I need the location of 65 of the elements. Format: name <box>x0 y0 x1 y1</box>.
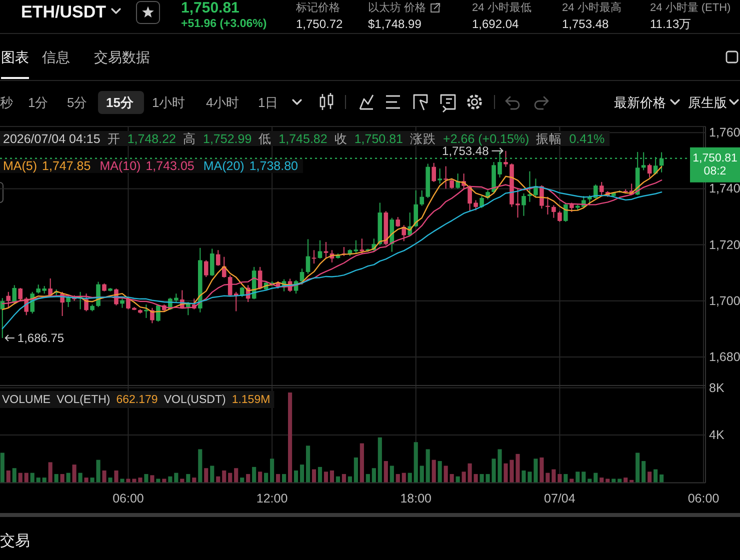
text: 交易 <box>0 532 30 550</box>
annotation: +2.66 (+0.15%) <box>443 132 530 146</box>
y-tick-label: 1,680 <box>709 350 740 364</box>
text: 24 小时量 (ETH) <box>650 1 731 14</box>
annotation: 收 <box>334 132 348 146</box>
text: 以太坊 价格 <box>368 1 426 14</box>
annotation: 1,753.48 <box>442 144 490 158</box>
text: 4小时 <box>206 95 240 110</box>
text: 标记价格 <box>295 2 340 14</box>
extreme-price-marker: 1,686.75 <box>4 331 64 346</box>
y-tick-label: 4K <box>709 428 725 442</box>
text: 1,750.72 <box>296 17 344 31</box>
y-tick-label: 8K <box>709 380 725 395</box>
y-tick-label: 1,740 <box>709 182 740 196</box>
annotation: 1,743.05 <box>146 159 194 173</box>
text: 原生版 <box>688 95 727 110</box>
x-tick-label: 06:00 <box>688 491 720 506</box>
text: 11.13万 <box>650 17 692 31</box>
annotation: 08:2 <box>704 165 726 178</box>
annotation: 低 <box>258 132 272 146</box>
x-tick-label: 06:00 <box>112 491 144 506</box>
ref-line-label: 1,750.81 <box>692 152 738 164</box>
x-tick-label: 12:00 <box>256 491 288 506</box>
extreme-price-marker: 1,753.48 <box>442 144 504 158</box>
annotation: 1,745.82 <box>278 132 328 146</box>
annotation: 1,686.75 <box>17 331 64 346</box>
annotation: 1.159M <box>232 394 270 406</box>
annotation: 涨跌 <box>410 132 436 146</box>
text: 1,692.04 <box>472 17 520 31</box>
y-tick-label: 1,700 <box>709 294 740 308</box>
text: 1日 <box>258 95 278 110</box>
text: $1,748.99 <box>368 17 422 31</box>
x-tick-label: 07/04 <box>544 491 576 506</box>
legend: MA(5) 1,747.85 MA(10) 1,743.05 MA(20) 1,738.80 <box>0 159 304 173</box>
y-tick-label: 1,760 <box>709 126 740 140</box>
annotation: 2026/07/04 04:15 <box>3 132 100 146</box>
text: 交易数据 <box>94 49 150 65</box>
text: 5分 <box>67 95 88 110</box>
text: 24 小时最高 <box>562 1 622 14</box>
text: 秒 <box>0 95 13 110</box>
chart-title: ETH/USDT <box>21 2 107 22</box>
text: 最新价格 <box>614 95 666 110</box>
annotation: 1,738.80 <box>249 159 298 173</box>
text: 信息 <box>42 49 70 65</box>
text: 1,750.81 <box>181 0 240 16</box>
annotation: 开 <box>107 132 120 146</box>
annotation: 0.41% <box>569 132 605 146</box>
annotation: 1,748.22 <box>127 132 176 146</box>
y-tick-label: 1,720 <box>709 238 740 252</box>
text: 1分 <box>28 95 48 110</box>
text: 1小时 <box>152 95 186 110</box>
annotation: 振幅 <box>536 132 562 146</box>
text: 15分 <box>106 95 134 110</box>
annotation: 662.179 <box>116 394 158 406</box>
annotation: 1,747.85 <box>42 159 91 173</box>
annotation: 1,750.81 <box>354 132 404 146</box>
annotation: 高 <box>183 131 196 146</box>
text: 24 小时最低 <box>472 1 532 14</box>
text: 图表 <box>1 49 29 65</box>
volume-legend: VOLUME VOL(ETH) 662.179 VOL(USDT) 1.159M <box>0 391 274 408</box>
text: +51.96 (+3.06%) <box>181 18 267 30</box>
text: 1,753.48 <box>562 17 610 31</box>
annotation: VOL(USDT) <box>164 394 226 406</box>
x-tick-label: 18:00 <box>400 491 432 506</box>
annotation: 1,752.99 <box>203 132 252 146</box>
